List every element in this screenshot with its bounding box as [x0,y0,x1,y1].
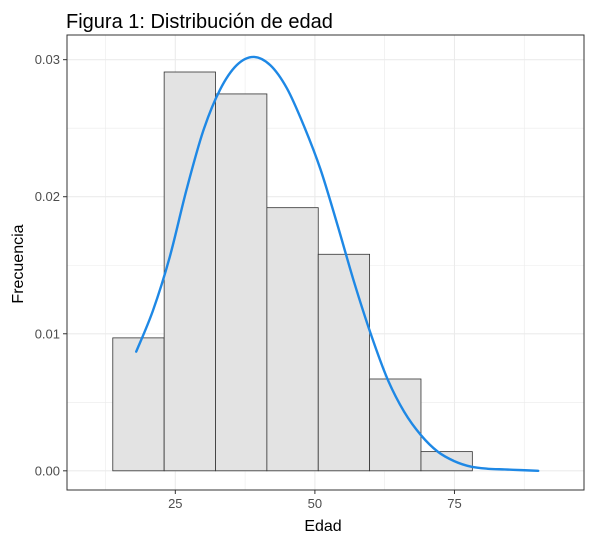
histogram-bar-7 [420,451,473,472]
histogram-bar-1 [112,337,165,472]
x-tick-label: 25 [168,496,182,511]
y-axis-title: Frecuencia [10,224,27,303]
y-tick-label: 0.00 [35,463,60,478]
density-curve [135,55,540,473]
histogram-bar-5 [317,253,371,472]
histogram-bars [112,71,473,472]
histogram-bar-3 [215,93,268,472]
y-tick-label: 0.01 [35,326,60,341]
x-axis: 25 50 75 [168,490,462,511]
chart-title: Figura 1: Distribución de edad [66,11,333,33]
x-tick-label: 75 [447,496,461,511]
histogram-bar-4 [266,207,319,472]
histogram-bar-2 [163,71,216,472]
y-tick-label: 0.02 [35,189,60,204]
panel-border [66,34,585,491]
x-axis-title: Edad [304,518,341,535]
density-curve-layer [135,55,540,473]
x-tick-label: 50 [308,496,322,511]
y-axis: 0.00 0.01 0.02 0.03 [35,52,67,478]
y-tick-label: 0.03 [35,52,60,67]
